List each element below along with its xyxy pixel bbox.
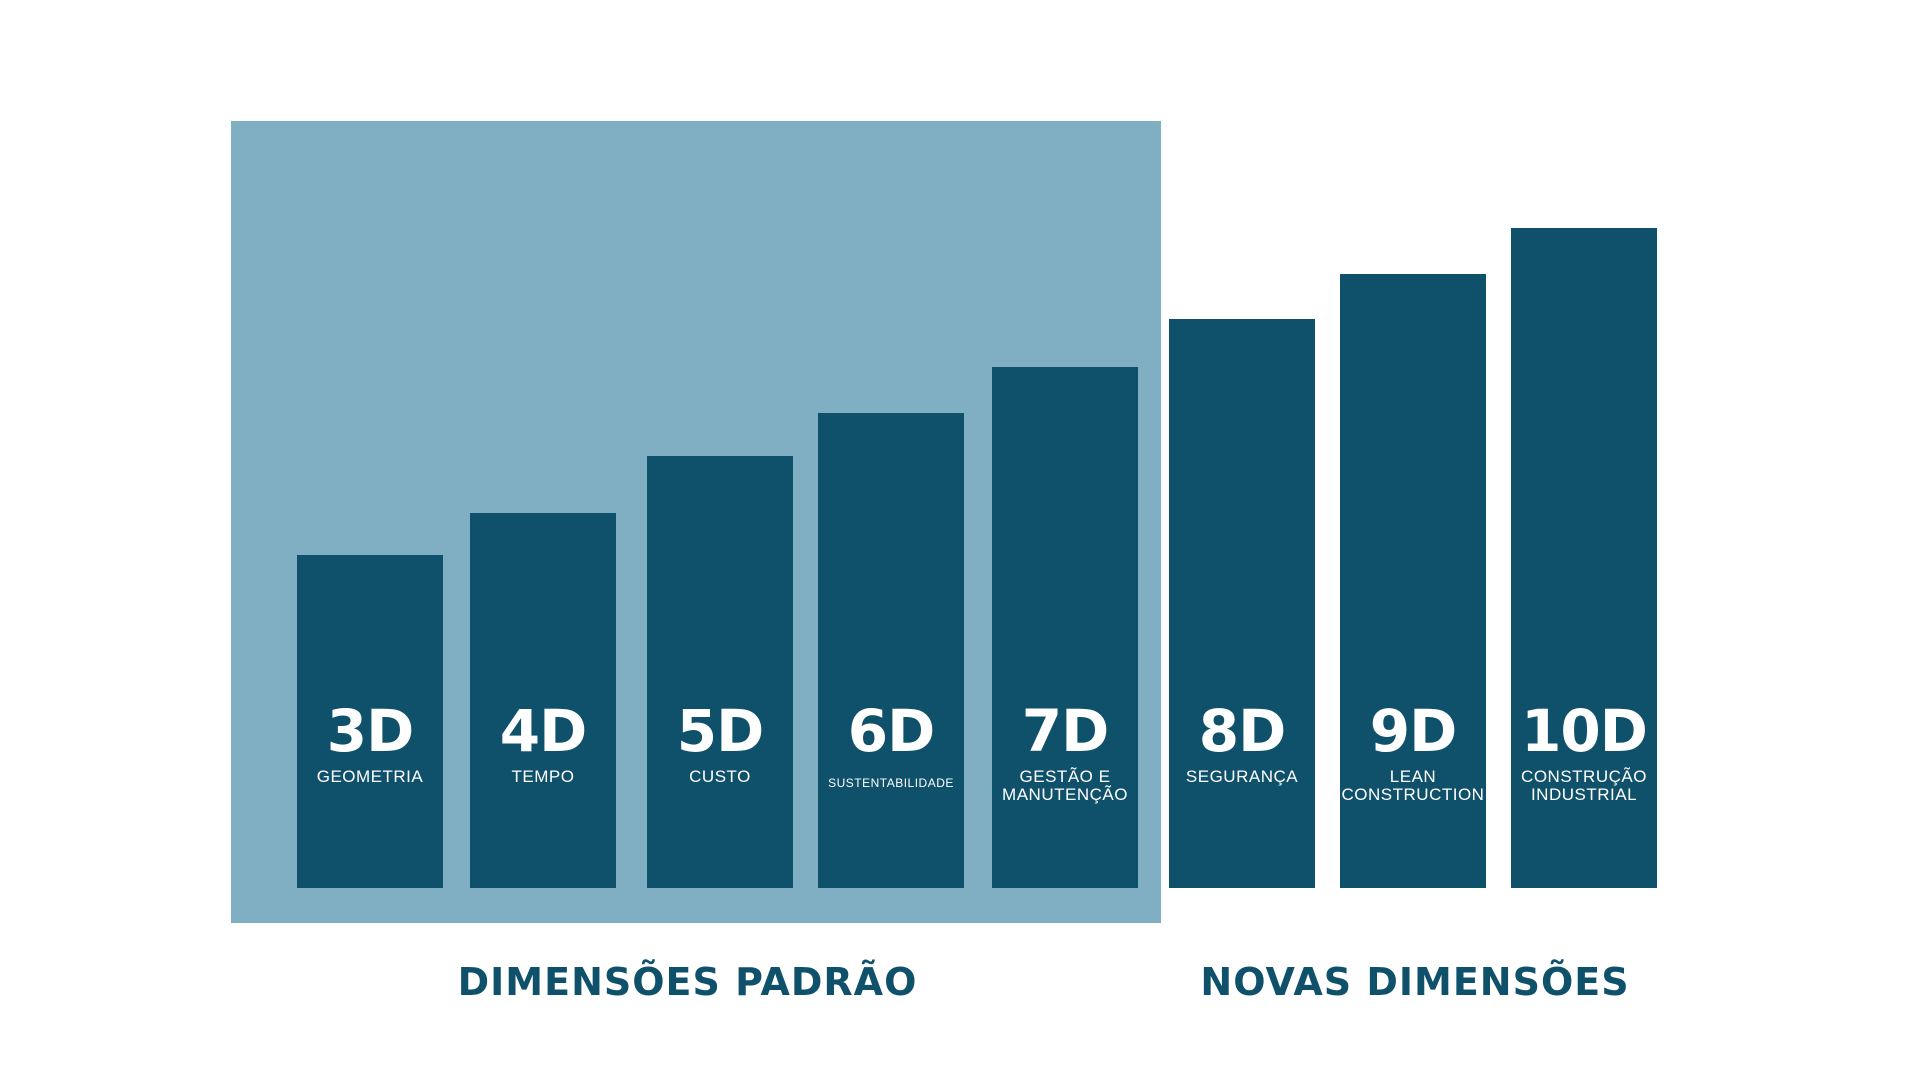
bar-3d-label: GEOMETRIA [316, 767, 424, 786]
bar-4d-label: TEMPO [511, 767, 575, 786]
bar-10d-label: CONSTRUÇÃO INDUSTRIAL [1521, 767, 1647, 804]
bar-6d: 6D SUSTENTABILIDADE [818, 413, 964, 888]
bar-3d-code: 3D [326, 697, 415, 765]
group-label-standard-dimensions: DIMENSÕES PADRÃO [457, 960, 918, 1004]
bar-9d: 9D LEAN CONSTRUCTION [1340, 274, 1486, 888]
bar-4d: 4D TEMPO [470, 513, 616, 888]
bar-9d-code: 9D [1369, 697, 1458, 765]
bar-5d-label: CUSTO [689, 767, 751, 786]
bar-8d-code: 8D [1198, 697, 1287, 765]
bar-8d: 8D SEGURANÇA [1169, 319, 1315, 888]
bar-8d-label: SEGURANÇA [1185, 767, 1299, 786]
bar-7d-label: GESTÃO E MANUTENÇÃO [1002, 767, 1128, 804]
bar-4d-code: 4D [499, 697, 588, 765]
bar-5d: 5D CUSTO [647, 456, 793, 888]
bar-6d-label: SUSTENTABILIDADE [828, 776, 954, 790]
bar-6d-code: 6D [847, 697, 936, 765]
bar-7d-code: 7D [1021, 697, 1110, 765]
bar-9d-label: LEAN CONSTRUCTION [1341, 767, 1485, 804]
bar-3d: 3D GEOMETRIA [297, 555, 443, 888]
bar-10d-code: 10D [1521, 697, 1648, 765]
bar-5d-code: 5D [676, 697, 765, 765]
bar-7d: 7D GESTÃO E MANUTENÇÃO [992, 367, 1138, 888]
group-label-new-dimensions: NOVAS DIMENSÕES [1200, 960, 1630, 1004]
bar-10d: 10D CONSTRUÇÃO INDUSTRIAL [1511, 228, 1657, 888]
